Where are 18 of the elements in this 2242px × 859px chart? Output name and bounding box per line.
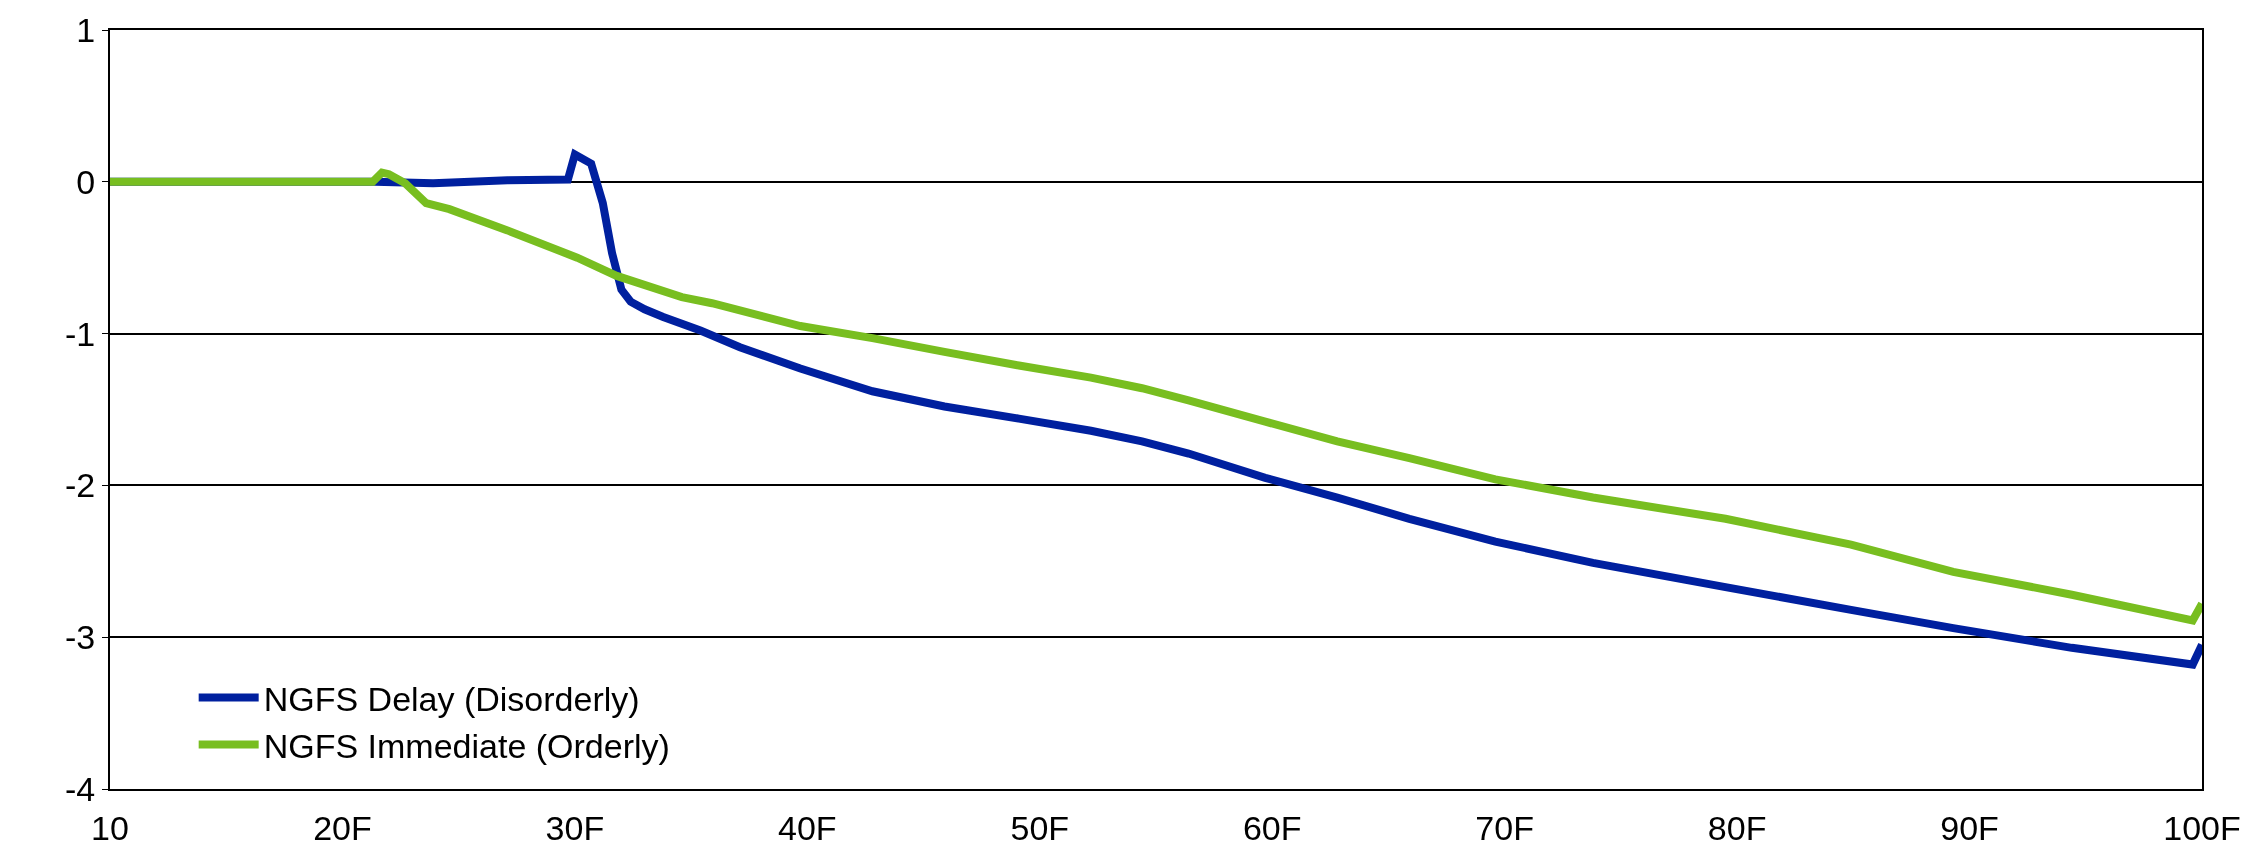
x-tick-label: 10 [91, 808, 129, 847]
x-tick-label: 70F [1475, 808, 1534, 847]
x-tick-label: 50F [1010, 808, 1070, 847]
x-tick-label: 100F [2163, 808, 2241, 847]
x-tick-label: 60F [1242, 808, 1302, 847]
x-tick-label: 40F [778, 808, 837, 847]
y-tick-label: -4 [64, 769, 96, 808]
y-tick-label: -3 [64, 618, 96, 657]
x-tick-label: 20F [313, 808, 372, 847]
legend-label: NGFS Delay (Disorderly) [263, 679, 640, 718]
x-tick-label: 80F [1707, 808, 1767, 847]
y-tick-label: -1 [64, 314, 96, 353]
x-tick-label: 30F [545, 808, 605, 847]
x-tick-label: 90F [1940, 808, 1999, 847]
y-tick-label: -2 [64, 466, 96, 505]
y-tick-label: 1 [76, 10, 96, 49]
legend-label: NGFS Immediate (Orderly) [263, 726, 670, 765]
y-tick-label: 0 [76, 162, 96, 201]
